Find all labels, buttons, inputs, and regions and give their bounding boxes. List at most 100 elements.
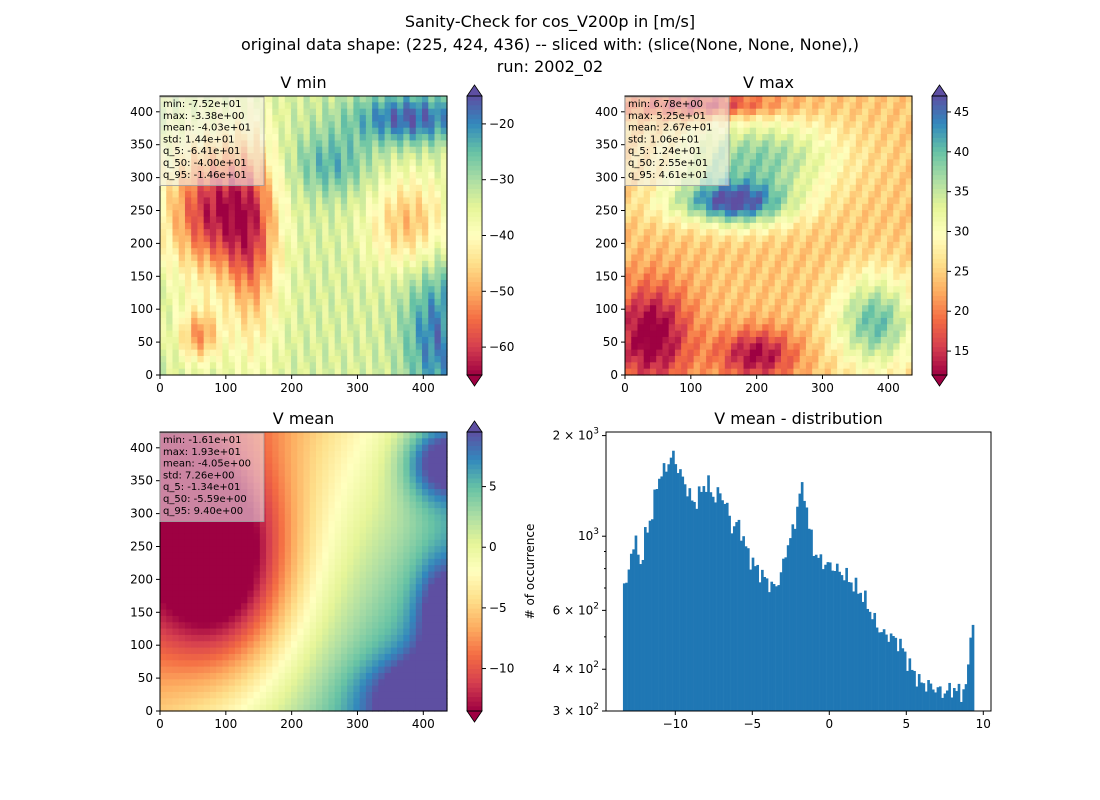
heatmap-cell <box>166 558 174 566</box>
heatmap-cell <box>228 254 236 262</box>
heatmap-cell <box>805 153 813 161</box>
heatmap-cell <box>203 343 211 351</box>
heatmap-cell <box>780 241 788 249</box>
heatmap-cell <box>631 260 639 268</box>
heatmap-cell <box>378 273 386 281</box>
heatmap-cell <box>849 343 857 351</box>
heatmap-cell <box>266 305 273 313</box>
heatmap-cell <box>340 254 348 262</box>
heatmap-cell <box>309 311 317 319</box>
heatmap-cell <box>253 565 261 573</box>
heatmap-cell <box>774 146 782 154</box>
heatmap-cell <box>787 159 795 167</box>
colorbar-segment <box>467 295 482 302</box>
heatmap-cell <box>643 216 651 224</box>
heatmap-cell <box>668 349 676 357</box>
heatmap-cell <box>887 197 894 205</box>
heatmap-cell <box>291 273 298 281</box>
heatmap-cell <box>880 317 888 325</box>
heatmap-cell <box>291 197 298 205</box>
heatmap-cell <box>905 343 913 351</box>
heatmap-cell <box>699 222 707 230</box>
heatmap-cell <box>706 184 713 192</box>
heatmap-cell <box>334 317 342 325</box>
heatmap-cell <box>855 96 863 103</box>
heatmap-cell <box>737 241 745 249</box>
heatmap-cell <box>434 172 442 180</box>
heatmap-cell <box>718 324 726 332</box>
heatmap-cell <box>222 685 230 693</box>
heatmap-cell <box>309 216 317 224</box>
heatmap-cell <box>284 115 292 122</box>
heatmap-cell <box>787 235 795 243</box>
heatmap-cell <box>197 260 205 268</box>
heatmap-cell <box>403 102 411 110</box>
heatmap-cell <box>440 298 448 306</box>
heatmap-cell <box>718 241 726 249</box>
heatmap-cell <box>372 96 379 103</box>
heatmap-cell <box>166 615 174 623</box>
heatmap-cell <box>347 235 355 243</box>
heatmap-cell <box>687 279 695 287</box>
heatmap-cell <box>893 311 901 319</box>
heatmap-cell <box>253 691 261 699</box>
heatmap-cell <box>166 660 174 668</box>
heatmap-cell <box>799 273 807 281</box>
heatmap-cell <box>818 235 826 243</box>
heatmap-cell <box>191 609 199 617</box>
heatmap-cell <box>793 248 801 256</box>
heatmap-cell <box>322 305 330 313</box>
heatmap-cell <box>197 349 205 357</box>
heatmap-cell <box>378 146 386 154</box>
heatmap-cell <box>428 197 436 205</box>
heatmap-cell <box>234 520 242 528</box>
heatmap-cell <box>247 584 255 592</box>
heatmap-cell <box>334 102 342 110</box>
heatmap-cell <box>253 660 261 668</box>
heatmap-cell <box>712 222 720 230</box>
heatmap-cell <box>384 260 392 268</box>
heatmap-cell <box>365 368 373 376</box>
heatmap-cell <box>347 324 355 332</box>
heatmap-cell <box>203 191 211 199</box>
heatmap-cell <box>172 603 180 611</box>
heatmap-cell <box>743 254 751 262</box>
heatmap-cell <box>843 336 851 344</box>
heatmap-cell <box>397 305 404 313</box>
heatmap-cell <box>390 229 398 237</box>
heatmap-cell <box>849 241 857 249</box>
heatmap-cell <box>297 317 305 325</box>
heatmap-cell <box>297 191 305 199</box>
heatmap-cell <box>818 362 826 370</box>
heatmap-cell <box>278 260 286 268</box>
heatmap-cell <box>637 267 645 275</box>
heatmap-cell <box>372 254 379 262</box>
heatmap-cell <box>434 349 442 357</box>
heatmap-cell <box>197 584 205 592</box>
heatmap-cell <box>887 121 894 129</box>
heatmap-cell <box>203 546 211 554</box>
heatmap-cell <box>266 153 273 161</box>
heatmap-cell <box>415 153 423 161</box>
heatmap-cell <box>278 343 286 351</box>
heatmap-cell <box>749 368 757 376</box>
heatmap-cell <box>315 248 323 256</box>
heatmap-cell <box>347 317 355 325</box>
heatmap-cell <box>197 615 205 623</box>
heatmap-cell <box>197 691 205 699</box>
heatmap-cell <box>818 260 826 268</box>
heatmap-cell <box>216 634 223 642</box>
heatmap-cell <box>259 355 267 363</box>
heatmap-cell <box>837 216 844 224</box>
heatmap-cell <box>699 203 707 211</box>
heatmap-cell <box>849 349 857 357</box>
heatmap-cell <box>681 305 688 313</box>
heatmap-cell <box>768 273 776 281</box>
heatmap-cell <box>880 336 888 344</box>
heatmap-cell <box>824 203 832 211</box>
heatmap-cell <box>216 222 223 230</box>
heatmap-cell <box>887 108 894 116</box>
heatmap-cell <box>334 368 342 376</box>
heatmap-cell <box>855 368 863 376</box>
heatmap-cell <box>390 153 398 161</box>
